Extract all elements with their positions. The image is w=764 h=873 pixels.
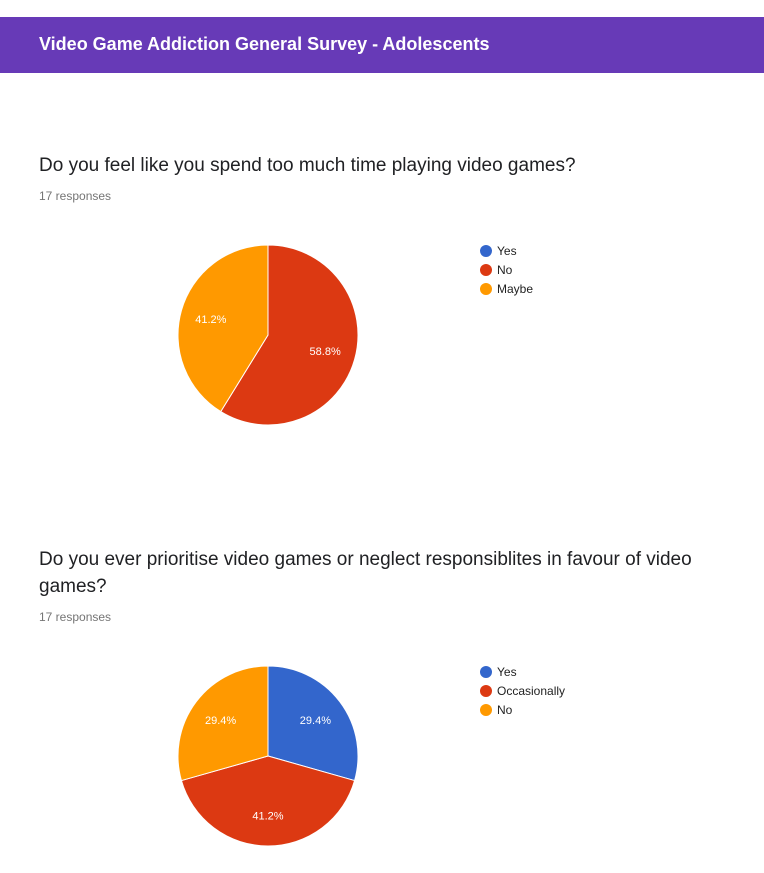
question-2-response-count: 17 responses: [39, 610, 112, 624]
q2-legend-swatch-occasionally: [480, 684, 492, 697]
q1-pie-slice-maybe[interactable]: [177, 244, 269, 413]
q1-legend-swatch-no: [480, 263, 492, 276]
q2-legend-swatch-yes: [480, 665, 492, 678]
q2-legend-item-yes[interactable]: Yes: [480, 662, 565, 681]
form-header: Video Game Addiction General Survey - Ad…: [0, 17, 764, 73]
question-2-title: Do you ever prioritise video games or ne…: [39, 549, 692, 597]
q1-legend-swatch-maybe: [480, 282, 492, 295]
q1-pie-label-maybe: 41.2%: [195, 314, 226, 326]
question-1-title: Do you feel like you spend too much time…: [39, 155, 576, 176]
q1-legend-item-no[interactable]: No: [480, 260, 533, 279]
question-1-legend: Yes No Maybe: [480, 241, 533, 298]
q2-legend-item-no[interactable]: No: [480, 700, 565, 719]
q1-legend-label-no: No: [497, 262, 513, 277]
q2-legend-label-no: No: [497, 702, 513, 717]
q2-legend-swatch-no: [480, 703, 492, 716]
q2-pie-slice-yes[interactable]: [267, 665, 359, 782]
question-2-legend: Yes Occasionally No: [480, 662, 565, 719]
q1-legend-label-maybe: Maybe: [497, 281, 534, 296]
q2-pie-slice-no[interactable]: [177, 665, 269, 782]
q2-pie-label-yes: 29.4%: [300, 715, 331, 727]
form-title: Video Game Addiction General Survey - Ad…: [39, 34, 490, 54]
q2-legend-label-yes: Yes: [497, 664, 517, 679]
question-1-pie-chart: 58.8% 41.2%: [177, 244, 359, 426]
q1-pie-slice-no[interactable]: [220, 244, 359, 426]
q2-pie-label-no: 29.4%: [205, 715, 236, 727]
q2-pie-slice-occasionally[interactable]: [180, 755, 356, 847]
question-2-pie-chart: 29.4% 41.2% 29.4%: [177, 665, 359, 847]
question-1-response-count: 17 responses: [39, 189, 112, 203]
q2-legend-label-occasionally: Occasionally: [497, 683, 566, 698]
q1-legend-item-maybe[interactable]: Maybe: [480, 279, 533, 298]
q1-legend-swatch-yes: [480, 244, 492, 257]
q1-legend-label-yes: Yes: [497, 243, 517, 258]
q2-legend-item-occasionally[interactable]: Occasionally: [480, 681, 565, 700]
q1-pie-label-no: 58.8%: [310, 346, 341, 358]
q1-legend-item-yes[interactable]: Yes: [480, 241, 533, 260]
q2-pie-label-occasionally: 41.2%: [252, 810, 283, 822]
